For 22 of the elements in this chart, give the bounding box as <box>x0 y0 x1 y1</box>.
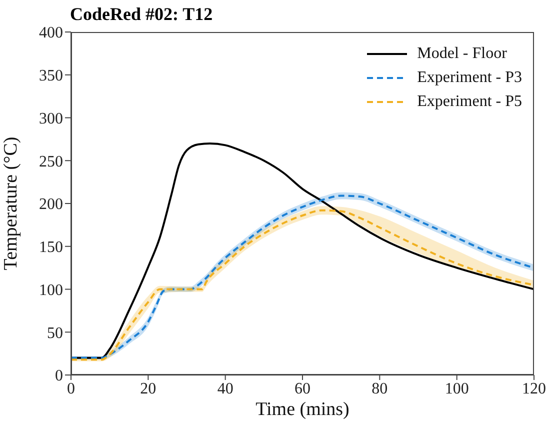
x-tick-label: 40 <box>217 380 234 398</box>
chart-title: CodeRed #02: T12 <box>70 4 213 25</box>
y-tick-label: 200 <box>39 196 63 214</box>
x-tick-label: 60 <box>294 380 310 398</box>
x-tick-label: 20 <box>140 380 156 398</box>
y-tick-label: 400 <box>39 24 63 42</box>
x-axis-title: Time (mins) <box>256 399 350 420</box>
x-tick-label: 80 <box>372 380 388 398</box>
y-tick-label: 150 <box>39 239 63 256</box>
x-tick-label: 100 <box>444 380 469 398</box>
x-tick-label: 0 <box>67 380 75 398</box>
legend-label: Model - Floor <box>417 44 507 64</box>
y-tick-label: 100 <box>39 282 63 299</box>
y-tick-label: 350 <box>39 68 63 85</box>
y-tick-label: 300 <box>39 110 63 128</box>
y-tick-label: 50 <box>47 324 63 342</box>
legend-label: Experiment - P3 <box>417 68 522 88</box>
legend-label: Experiment - P5 <box>417 92 522 112</box>
y-axis-title: Temperature (°C) <box>0 136 22 270</box>
x-tick-label: 120 <box>522 380 546 398</box>
y-tick-label: 0 <box>55 368 63 385</box>
y-tick-label: 250 <box>39 153 63 170</box>
